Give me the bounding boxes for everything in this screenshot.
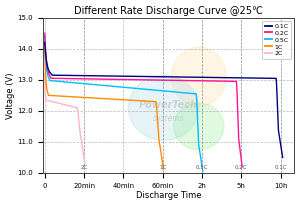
Y-axis label: Voltage (V): Voltage (V) <box>6 72 15 119</box>
Ellipse shape <box>171 47 226 106</box>
Legend: 0.1C, 0.2C, 0.5C, 1C, 2C: 0.1C, 0.2C, 0.5C, 1C, 2C <box>262 21 291 59</box>
Ellipse shape <box>174 103 224 150</box>
Title: Different Rate Discharge Curve @25℃: Different Rate Discharge Curve @25℃ <box>74 6 263 16</box>
Ellipse shape <box>128 75 199 140</box>
Text: systems: systems <box>153 114 184 123</box>
X-axis label: Discharge Time: Discharge Time <box>136 191 201 200</box>
Text: 1C: 1C <box>159 165 166 170</box>
Text: 0.5C: 0.5C <box>196 165 208 170</box>
Text: 0.1C: 0.1C <box>274 165 287 170</box>
Text: 0.2C: 0.2C <box>235 165 248 170</box>
Text: PowerTech: PowerTech <box>139 100 198 110</box>
Text: 2C: 2C <box>80 165 88 170</box>
